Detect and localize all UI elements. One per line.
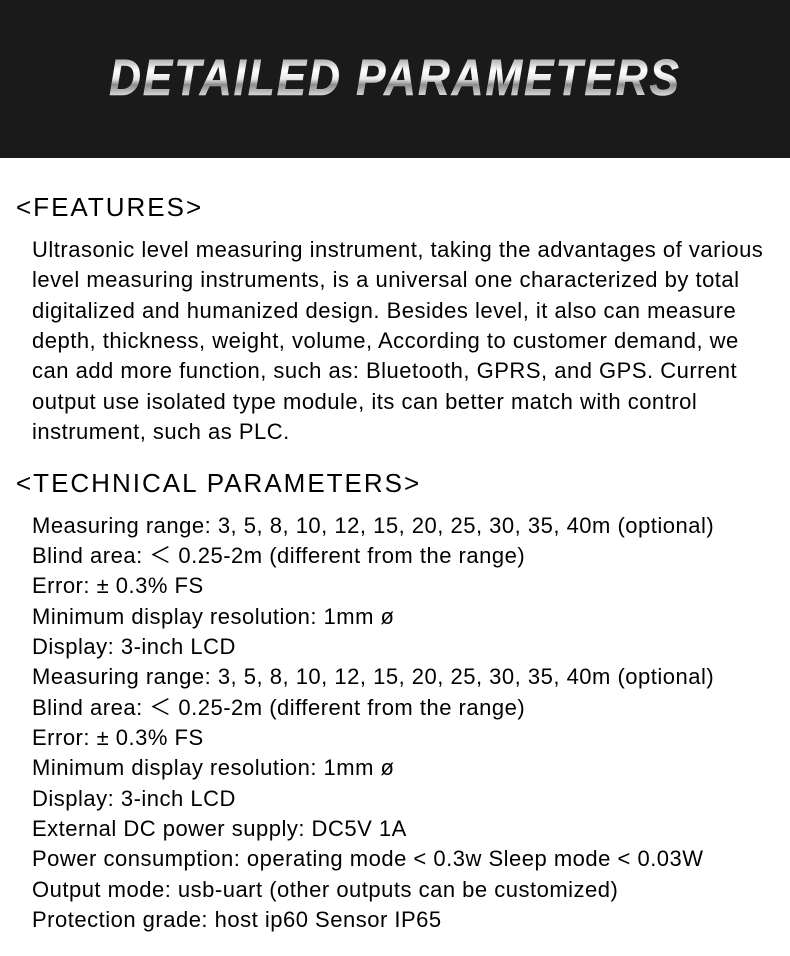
tech-item: Blind area: ＜ 0.25-2m (different from th… — [32, 693, 766, 723]
tech-heading: <TECHNICAL PARAMETERS> — [16, 468, 774, 499]
features-heading: <FEATURES> — [16, 192, 774, 223]
tech-item: Display: 3-inch LCD — [32, 632, 766, 662]
tech-item: Display: 3-inch LCD — [32, 784, 766, 814]
tech-item: External DC power supply: DC5V 1A — [32, 814, 766, 844]
tech-item: Output mode: usb-uart (other outputs can… — [32, 875, 766, 905]
tech-parameters-list: Measuring range: 3, 5, 8, 10, 12, 15, 20… — [16, 511, 774, 936]
page-title: DETAILED PARAMETERS — [109, 50, 681, 108]
tech-item: Measuring range: 3, 5, 8, 10, 12, 15, 20… — [32, 511, 766, 541]
tech-item: Minimum display resolution: 1mm ø — [32, 602, 766, 632]
tech-item: Minimum display resolution: 1mm ø — [32, 753, 766, 783]
features-body: Ultrasonic level measuring instrument, t… — [16, 235, 774, 448]
tech-item: Error: ± 0.3% FS — [32, 571, 766, 601]
content-area: <FEATURES> Ultrasonic level measuring in… — [0, 158, 790, 956]
tech-item: Power consumption: operating mode < 0.3w… — [32, 844, 766, 874]
tech-item: Blind area: ＜ 0.25-2m (different from th… — [32, 541, 766, 571]
tech-item: Error: ± 0.3% FS — [32, 723, 766, 753]
header-band: DETAILED PARAMETERS — [0, 0, 790, 158]
tech-item: Measuring range: 3, 5, 8, 10, 12, 15, 20… — [32, 662, 766, 692]
